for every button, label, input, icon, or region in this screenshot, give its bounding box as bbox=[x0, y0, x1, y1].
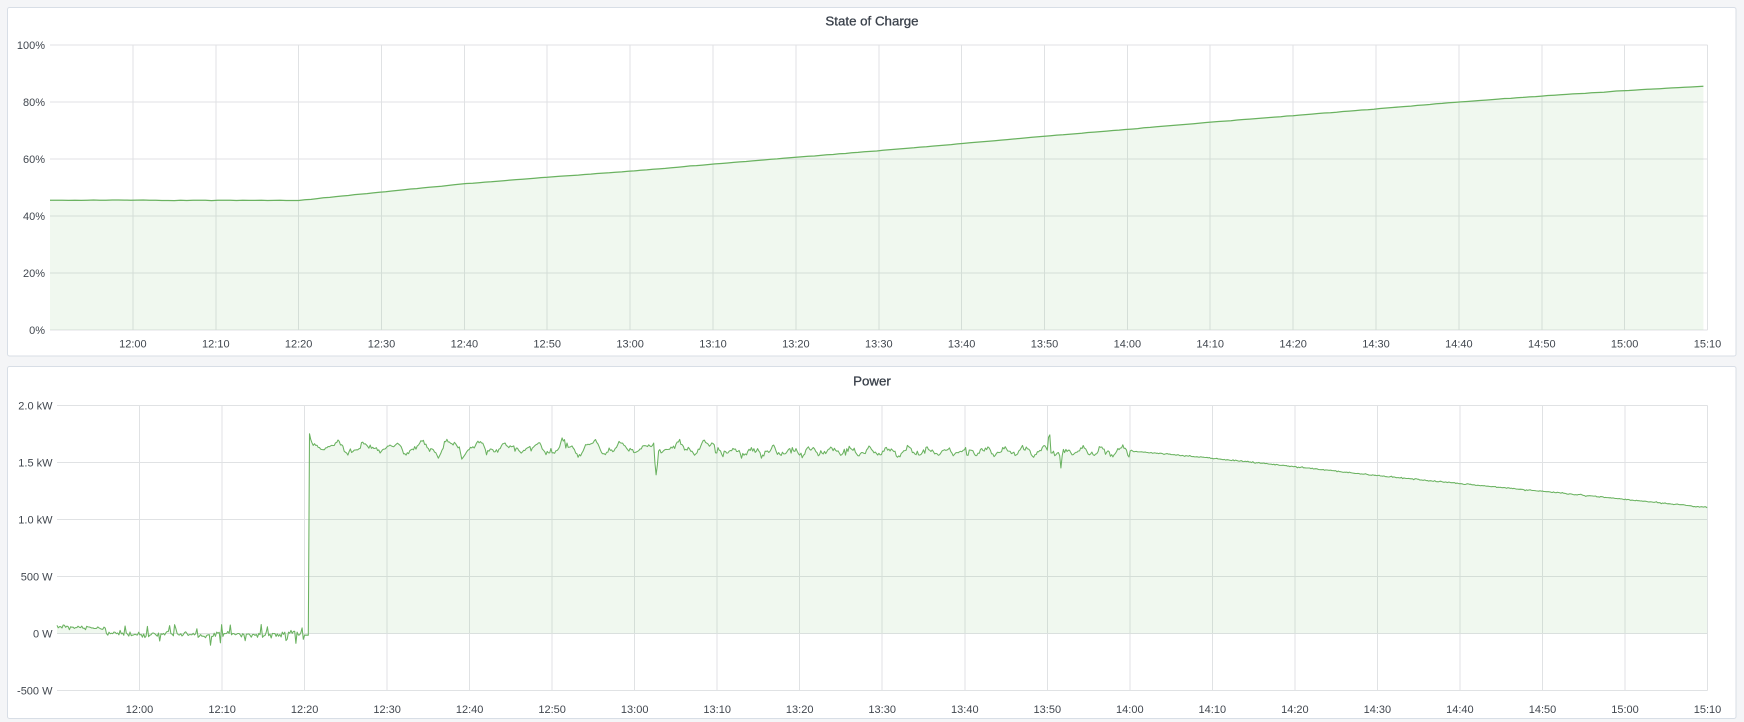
svg-text:14:40: 14:40 bbox=[1445, 339, 1473, 351]
svg-text:1.0 kW: 1.0 kW bbox=[18, 515, 53, 527]
svg-text:15:00: 15:00 bbox=[1611, 339, 1639, 351]
svg-text:20%: 20% bbox=[23, 268, 45, 280]
svg-text:500 W: 500 W bbox=[21, 572, 53, 584]
svg-text:60%: 60% bbox=[23, 154, 45, 166]
svg-text:12:00: 12:00 bbox=[126, 704, 154, 716]
svg-text:15:10: 15:10 bbox=[1694, 339, 1722, 351]
svg-text:13:30: 13:30 bbox=[868, 704, 896, 716]
svg-text:13:50: 13:50 bbox=[1034, 704, 1062, 716]
svg-text:80%: 80% bbox=[23, 97, 45, 109]
svg-text:14:10: 14:10 bbox=[1199, 704, 1227, 716]
svg-text:State of Charge: State of Charge bbox=[825, 14, 918, 29]
svg-text:12:40: 12:40 bbox=[451, 339, 479, 351]
svg-text:14:20: 14:20 bbox=[1279, 339, 1307, 351]
svg-text:14:20: 14:20 bbox=[1281, 704, 1309, 716]
svg-text:15:10: 15:10 bbox=[1694, 704, 1722, 716]
svg-text:12:50: 12:50 bbox=[538, 704, 566, 716]
svg-text:15:00: 15:00 bbox=[1611, 704, 1639, 716]
svg-text:13:40: 13:40 bbox=[948, 339, 976, 351]
svg-text:12:40: 12:40 bbox=[456, 704, 484, 716]
svg-text:12:00: 12:00 bbox=[119, 339, 147, 351]
svg-text:14:10: 14:10 bbox=[1196, 339, 1224, 351]
svg-text:13:00: 13:00 bbox=[621, 704, 649, 716]
svg-text:12:20: 12:20 bbox=[291, 704, 319, 716]
svg-text:12:30: 12:30 bbox=[373, 704, 401, 716]
svg-text:0 W: 0 W bbox=[33, 629, 53, 641]
svg-text:13:20: 13:20 bbox=[786, 704, 814, 716]
svg-text:40%: 40% bbox=[23, 211, 45, 223]
svg-text:-500 W: -500 W bbox=[17, 686, 53, 698]
svg-text:12:30: 12:30 bbox=[368, 339, 396, 351]
svg-text:100%: 100% bbox=[17, 40, 45, 52]
svg-text:14:40: 14:40 bbox=[1446, 704, 1474, 716]
svg-text:13:40: 13:40 bbox=[951, 704, 979, 716]
svg-text:14:00: 14:00 bbox=[1116, 704, 1144, 716]
svg-text:0%: 0% bbox=[29, 325, 45, 337]
svg-text:Power: Power bbox=[853, 374, 891, 389]
svg-text:14:50: 14:50 bbox=[1529, 704, 1557, 716]
svg-text:12:20: 12:20 bbox=[285, 339, 313, 351]
svg-text:13:20: 13:20 bbox=[782, 339, 810, 351]
svg-text:12:10: 12:10 bbox=[208, 704, 236, 716]
svg-text:1.5 kW: 1.5 kW bbox=[18, 458, 53, 470]
svg-text:13:30: 13:30 bbox=[865, 339, 893, 351]
svg-text:12:10: 12:10 bbox=[202, 339, 230, 351]
svg-text:14:00: 14:00 bbox=[1114, 339, 1142, 351]
svg-text:14:30: 14:30 bbox=[1364, 704, 1392, 716]
svg-text:13:10: 13:10 bbox=[699, 339, 727, 351]
svg-text:2.0 kW: 2.0 kW bbox=[18, 401, 53, 413]
svg-text:13:50: 13:50 bbox=[1031, 339, 1059, 351]
svg-text:14:50: 14:50 bbox=[1528, 339, 1556, 351]
svg-text:13:00: 13:00 bbox=[616, 339, 644, 351]
svg-text:14:30: 14:30 bbox=[1362, 339, 1390, 351]
svg-text:13:10: 13:10 bbox=[703, 704, 731, 716]
svg-text:12:50: 12:50 bbox=[533, 339, 561, 351]
